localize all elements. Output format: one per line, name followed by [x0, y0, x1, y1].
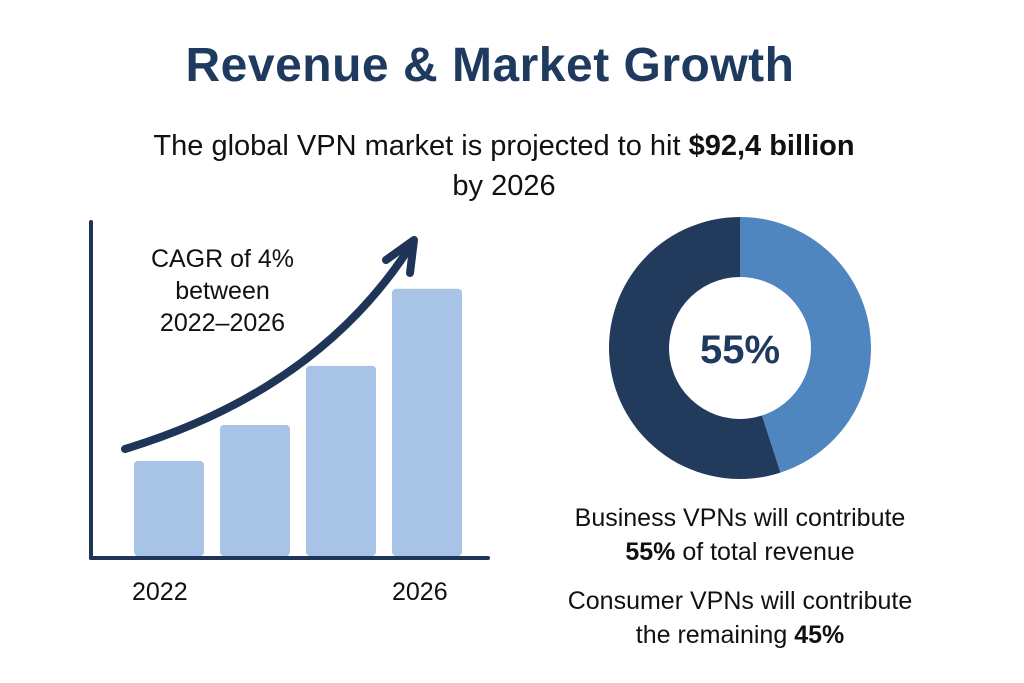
business-note: Business VPNs will contribute 55% of tot… [520, 501, 960, 569]
subtitle-year: by 2026 [452, 170, 556, 202]
trend-arrow-head [382, 236, 418, 277]
consumer-note-line-1: Consumer VPNs will contribute [567, 587, 913, 615]
cagr-line-3: 2022–2026 [159, 309, 286, 337]
subtitle: The global VPN market is projected to hi… [0, 126, 1008, 206]
cagr-line-1: CAGR of 4% [150, 245, 295, 273]
subtitle-highlight: $92,4 billion [688, 130, 855, 162]
business-note-line-2: 55% of total revenue [520, 535, 960, 569]
bar-2 [220, 424, 290, 556]
subtitle-text: The global VPN market is projected to hi… [153, 130, 689, 162]
x-tick-label-2022: 2022 [132, 578, 188, 606]
consumer-note-prefix: the remaining [635, 621, 795, 649]
business-share-value: 55% [625, 538, 676, 566]
page-title: Revenue & Market Growth [185, 39, 795, 92]
donut-slice-business-vpns [609, 217, 781, 479]
cagr-annotation: CAGR of 4% between 2022–2026 [120, 243, 325, 339]
bar-3 [306, 365, 376, 556]
donut-slice-consumer-vpns [740, 217, 872, 473]
trend-arrow [121, 246, 412, 453]
consumer-share-value: 45% [794, 621, 845, 649]
business-note-rest: of total revenue [675, 538, 855, 566]
consumer-note: Consumer VPNs will contribute the remain… [520, 584, 960, 652]
bar-4 [392, 288, 462, 556]
donut-chart [609, 217, 872, 479]
consumer-note-line-2: the remaining 45% [520, 618, 960, 652]
business-note-line-1: Business VPNs will contribute [574, 504, 906, 532]
bar-series [134, 288, 462, 556]
bar-1 [134, 460, 204, 556]
cagr-line-2: between [175, 277, 270, 305]
x-tick-label-2026: 2026 [392, 578, 448, 606]
donut-center-label: 55% [699, 328, 781, 372]
